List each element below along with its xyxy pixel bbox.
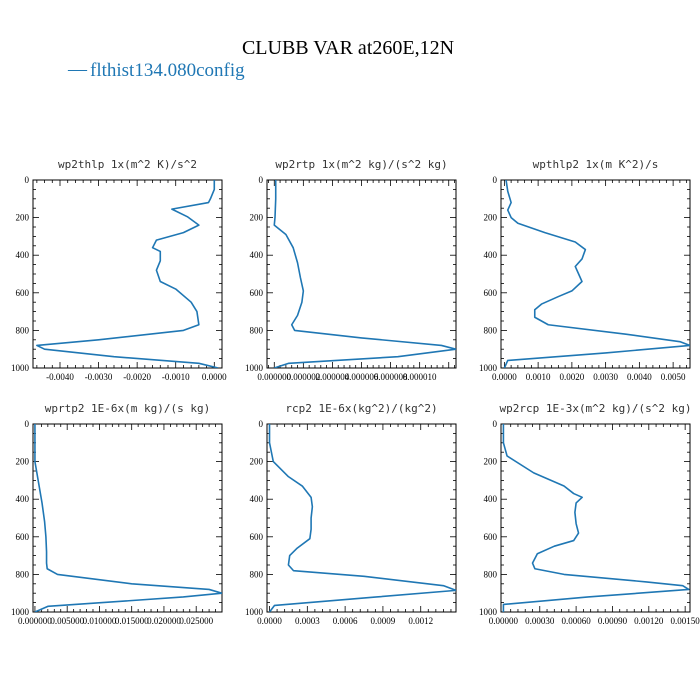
x-tick-label: 0.0012 xyxy=(408,616,433,626)
y-tick-label: 0 xyxy=(259,175,264,185)
subplot-grid: wp2thlp 1x(m^2 K)/s^2 0 200 400 600 800 1000 -0… xyxy=(11,158,700,626)
subplot-3: wpthlp2 1x(m K^2)/s020040060080010000.00… xyxy=(479,158,691,382)
x-tick-label: 0.000000 xyxy=(257,372,291,382)
y-tick-label: 400 xyxy=(484,250,498,260)
legend-label: flthist134.080config xyxy=(90,60,245,81)
y-tick-label: 0 xyxy=(493,175,498,185)
y-tick-label: 400 xyxy=(16,250,30,260)
x-tick-label: 0.000008 xyxy=(374,372,408,382)
x-tick-label: 0.010000 xyxy=(83,616,117,626)
x-tick-label: 0.000000 xyxy=(18,616,52,626)
x-tick-label: 0.025000 xyxy=(179,616,213,626)
legend: — flthist134.080config xyxy=(67,59,245,81)
subplot-4: wprtp2 1E-6x(m kg)/(s kg) 0 200 400 600 800 10… xyxy=(11,402,223,626)
y-tick-label: 800 xyxy=(16,325,30,335)
y-tick-label: 800 xyxy=(484,569,498,579)
y-tick-label: 0 xyxy=(25,175,30,185)
series-line xyxy=(34,424,222,612)
x-tick-label: 0.00000 xyxy=(489,616,519,626)
x-tick-label: 0.0000 xyxy=(202,372,227,382)
y-tick-label: 600 xyxy=(16,532,30,542)
y-tick-label: 400 xyxy=(250,250,264,260)
y-tick-label: 200 xyxy=(16,457,30,467)
y-tick-label: 1000 xyxy=(245,363,264,373)
subplot-2: wp2rtp 1x(m^2 kg)/(s^2 kg) 0 200 400 600 800 1… xyxy=(245,158,457,382)
subplot-title: wp2rcp 1E-3x(m^2 kg)/(s^2 kg) xyxy=(499,402,691,415)
subplot-title: wpthlp2 1x(m K^2)/s xyxy=(533,158,659,171)
y-tick-label: 800 xyxy=(484,325,498,335)
legend-line-symbol: — xyxy=(67,59,88,80)
plot-frame xyxy=(266,179,457,369)
x-tick-label: 0.015000 xyxy=(115,616,149,626)
x-tick-label: 0.0000 xyxy=(492,372,517,382)
x-tick-label: -0.0040 xyxy=(46,372,74,382)
y-tick-label: 0 xyxy=(493,419,498,429)
y-tick-label: 200 xyxy=(16,213,30,223)
y-tick-label: 1000 xyxy=(11,363,30,373)
y-tick-label: 1000 xyxy=(11,607,30,617)
x-tick-label: 0.000006 xyxy=(345,372,379,382)
y-tick-label: 0 xyxy=(259,419,264,429)
y-tick-label: 600 xyxy=(16,288,30,298)
y-tick-label: 800 xyxy=(250,569,264,579)
series-line xyxy=(268,424,456,612)
x-tick-label: 0.000002 xyxy=(286,372,320,382)
series-line xyxy=(503,180,690,368)
x-tick-label: 0.000010 xyxy=(403,372,437,382)
subplot-title: wp2thlp 1x(m^2 K)/s^2 xyxy=(58,158,197,171)
x-tick-label: 0.0040 xyxy=(627,372,652,382)
y-tick-label: 200 xyxy=(250,213,264,223)
x-tick-label: 0.00030 xyxy=(525,616,555,626)
y-tick-label: 600 xyxy=(484,532,498,542)
plot-frame xyxy=(32,179,223,369)
subplot-1: wp2thlp 1x(m^2 K)/s^2 0 200 400 600 800 1000 -0… xyxy=(11,158,227,382)
y-tick-label: 600 xyxy=(250,288,264,298)
x-tick-label: 0.00090 xyxy=(598,616,628,626)
y-tick-label: 600 xyxy=(250,532,264,542)
y-tick-label: 200 xyxy=(484,457,498,467)
y-tick-label: 400 xyxy=(16,494,30,504)
series-line xyxy=(36,180,219,368)
y-tick-label: 800 xyxy=(250,325,264,335)
y-tick-label: 200 xyxy=(484,213,498,223)
x-tick-label: 0.0020 xyxy=(560,372,585,382)
figure-title: CLUBB VAR at260E,12N xyxy=(242,37,454,59)
subplot-title: wprtp2 1E-6x(m kg)/(s kg) xyxy=(45,402,211,415)
x-tick-label: -0.0010 xyxy=(162,372,190,382)
x-tick-label: 0.00060 xyxy=(561,616,591,626)
x-tick-label: 0.0050 xyxy=(661,372,686,382)
x-tick-label: 0.0009 xyxy=(371,616,396,626)
y-tick-label: 800 xyxy=(16,569,30,579)
x-tick-label: 0.00120 xyxy=(634,616,664,626)
y-tick-label: 400 xyxy=(484,494,498,504)
y-tick-label: 0 xyxy=(25,419,30,429)
x-tick-label: -0.0020 xyxy=(123,372,151,382)
series-line xyxy=(273,180,456,368)
subplot-title: wp2rtp 1x(m^2 kg)/(s^2 kg) xyxy=(275,158,447,171)
x-tick-label: -0.0030 xyxy=(85,372,113,382)
x-tick-label: 0.000004 xyxy=(316,372,350,382)
x-tick-label: 0.0000 xyxy=(257,616,282,626)
x-tick-label: 0.0010 xyxy=(526,372,551,382)
y-tick-label: 1000 xyxy=(479,363,498,373)
y-tick-label: 400 xyxy=(250,494,264,504)
x-tick-label: 0.0030 xyxy=(593,372,618,382)
x-tick-label: 0.0006 xyxy=(333,616,358,626)
x-tick-label: 0.00150 xyxy=(671,616,700,626)
y-tick-label: 200 xyxy=(250,457,264,467)
x-tick-label: 0.0003 xyxy=(295,616,320,626)
y-tick-label: 1000 xyxy=(245,607,264,617)
x-tick-label: 0.005000 xyxy=(50,616,84,626)
y-tick-label: 1000 xyxy=(479,607,498,617)
x-tick-label: 0.020000 xyxy=(147,616,181,626)
subplot-5: rcp2 1E-6x(kg^2)/(kg^2) 0 200 400 600 800 1000… xyxy=(245,402,457,626)
series-line xyxy=(502,424,690,612)
y-tick-label: 600 xyxy=(484,288,498,298)
subplot-title: rcp2 1E-6x(kg^2)/(kg^2) xyxy=(285,402,437,415)
subplot-6: wp2rcp 1E-3x(m^2 kg)/(s^2 kg)0 200 400 600 8… xyxy=(479,402,700,626)
